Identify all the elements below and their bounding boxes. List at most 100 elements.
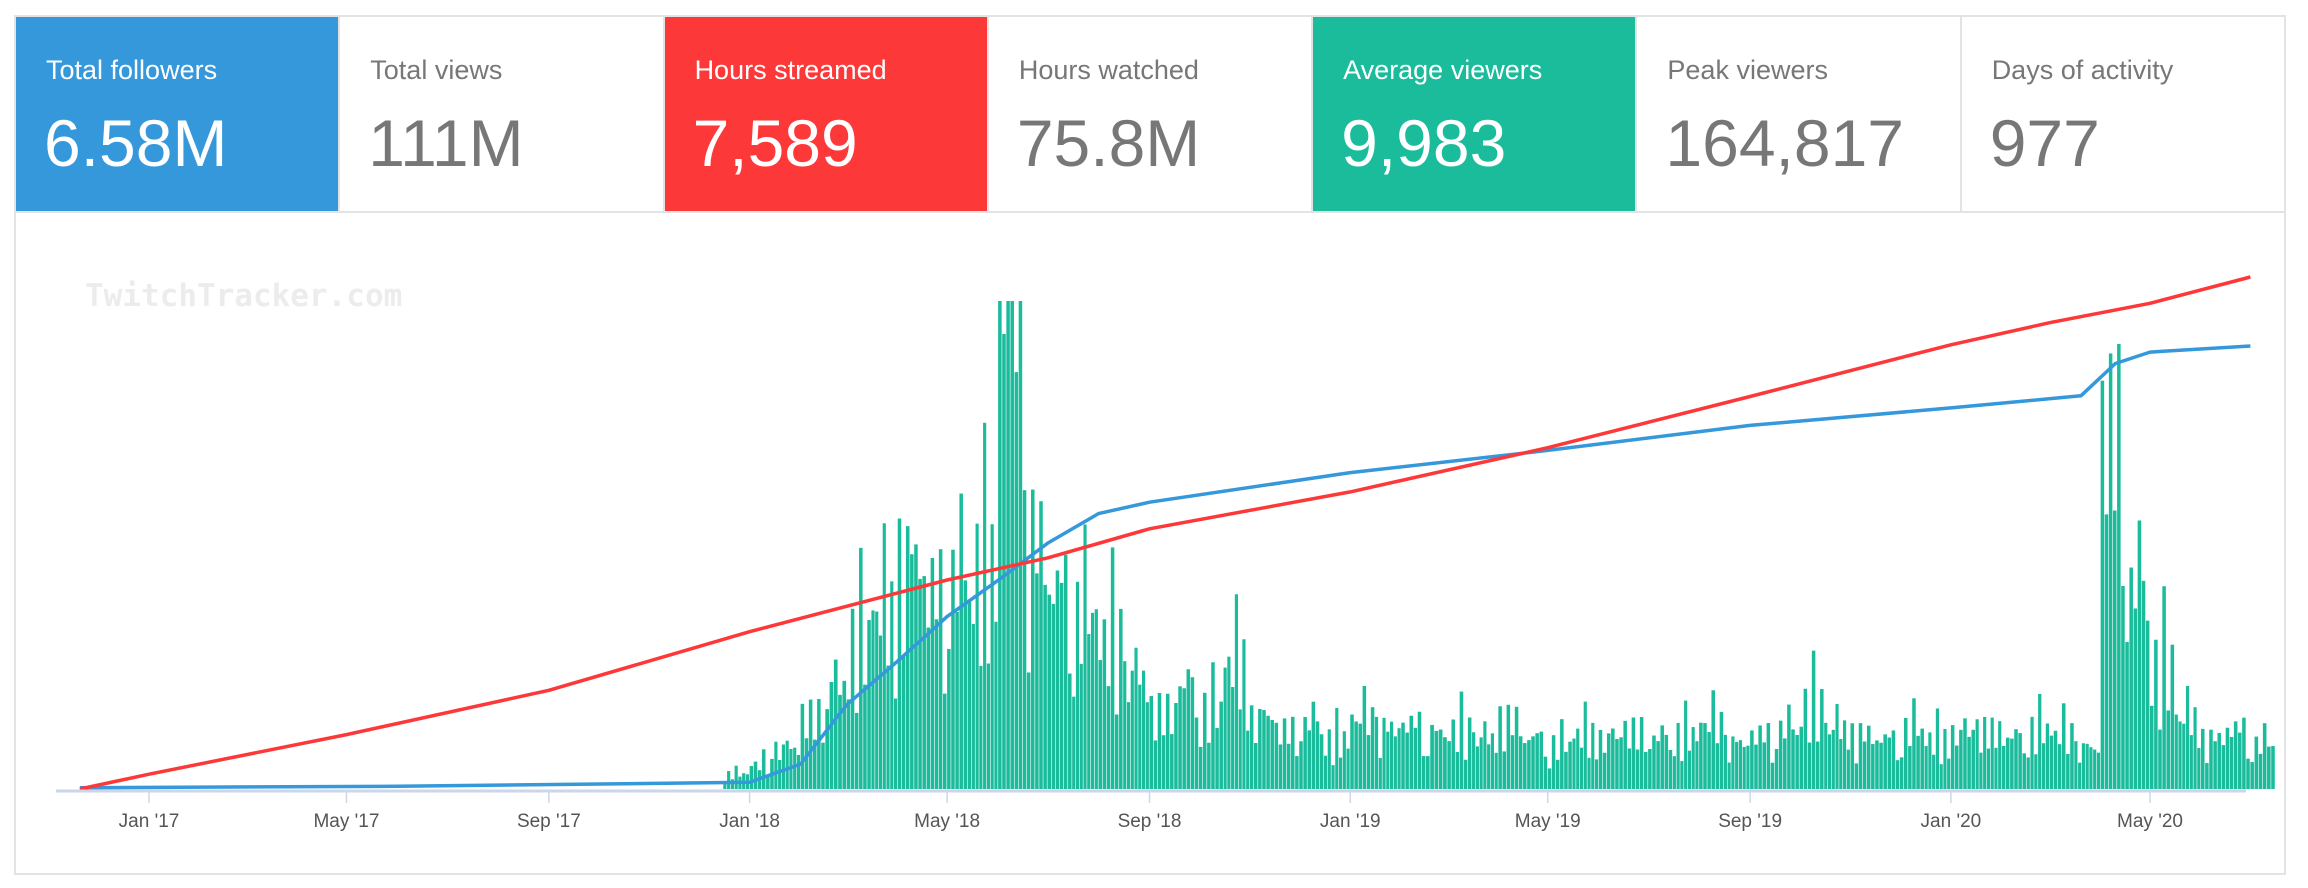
bar [778,760,782,789]
bar [2041,743,2046,789]
stat-value: 7,589 [692,106,858,180]
bar [1335,707,1339,789]
bar [1123,661,1127,789]
bar [2026,757,2030,789]
stat-value: 111M [368,106,524,180]
bar [1358,723,1362,789]
bar [2108,353,2113,789]
bar [1141,670,1146,789]
bar [859,547,863,789]
bar [1766,723,1771,789]
bar [734,765,738,789]
bar [2178,721,2182,789]
bar [1447,741,1451,789]
bar [1002,334,1006,789]
stat-value: 977 [1989,106,2100,180]
bar [1824,722,1828,789]
bar [2006,737,2010,789]
bar [1955,745,1959,789]
bar [1770,762,1775,789]
bar [2030,716,2034,789]
bar [1591,722,1595,789]
bar [800,703,805,789]
bar [2078,762,2082,789]
bar [1094,609,1098,789]
bar [1438,729,1443,789]
bar [2271,745,2275,789]
bar [1386,731,1390,789]
bar [875,611,879,789]
bar [1031,489,1035,789]
bar [1409,715,1414,789]
bar [1421,756,1426,789]
bar [1246,730,1250,789]
bar [1631,717,1636,789]
bar [1711,690,1715,789]
bar [1883,734,1887,789]
bar [1572,738,1576,789]
bar [1238,709,1242,789]
bar [2066,754,2070,789]
bar [781,744,785,789]
bar [1451,719,1455,789]
bar [1602,752,1607,789]
bar [1087,634,1091,789]
bar [2129,567,2133,789]
bar [914,544,918,789]
bar [1075,581,1080,789]
stat-label: Total views [370,55,503,85]
bar [1382,717,1386,789]
bar [1639,717,1644,789]
bar [1827,734,1832,789]
bar [1467,717,1472,789]
bar [1215,728,1219,789]
bar [893,698,898,789]
bar [821,742,825,789]
stat-value: 75.8M [1016,106,1201,180]
bar [1479,737,1483,789]
bar [1943,728,1947,789]
bar [1551,735,1556,789]
bar [1295,756,1299,789]
bar [2125,642,2129,789]
bar [1182,688,1186,789]
stat-tile-peak-viewers: Peak viewers 164,817 [1637,17,1962,211]
bar [1879,742,1883,789]
x-tick-label: Jan '17 [119,811,180,832]
bar [1282,718,1287,789]
bar [2189,735,2193,789]
bar [1063,554,1068,789]
bar [983,422,987,789]
bar [2166,710,2170,789]
bar [1401,722,1405,789]
bar [1455,751,1460,789]
bar [2074,741,2078,789]
bar [938,549,943,789]
bar [1787,704,1791,789]
bar [1413,727,1418,789]
bar [1619,737,1623,789]
stat-label: Average viewers [1343,55,1543,85]
bar [1932,754,1936,789]
stat-value: 164,817 [1665,106,1904,180]
bar [963,580,968,789]
bar [833,659,838,789]
bar [1397,728,1401,789]
bar [1560,719,1564,789]
bar [1738,740,1743,789]
bar [749,766,754,789]
bar [2213,741,2217,789]
bar [1234,594,1238,789]
bar [2150,705,2154,789]
bar [1568,741,1572,789]
bar [1866,725,1871,789]
bar [959,493,963,789]
bar [1795,734,1799,789]
bar [886,665,890,789]
bar [1434,730,1439,789]
bar [1850,723,1855,789]
bar [1799,726,1804,789]
bar [1707,732,1711,789]
bar [930,557,935,789]
bar [1684,700,1688,789]
